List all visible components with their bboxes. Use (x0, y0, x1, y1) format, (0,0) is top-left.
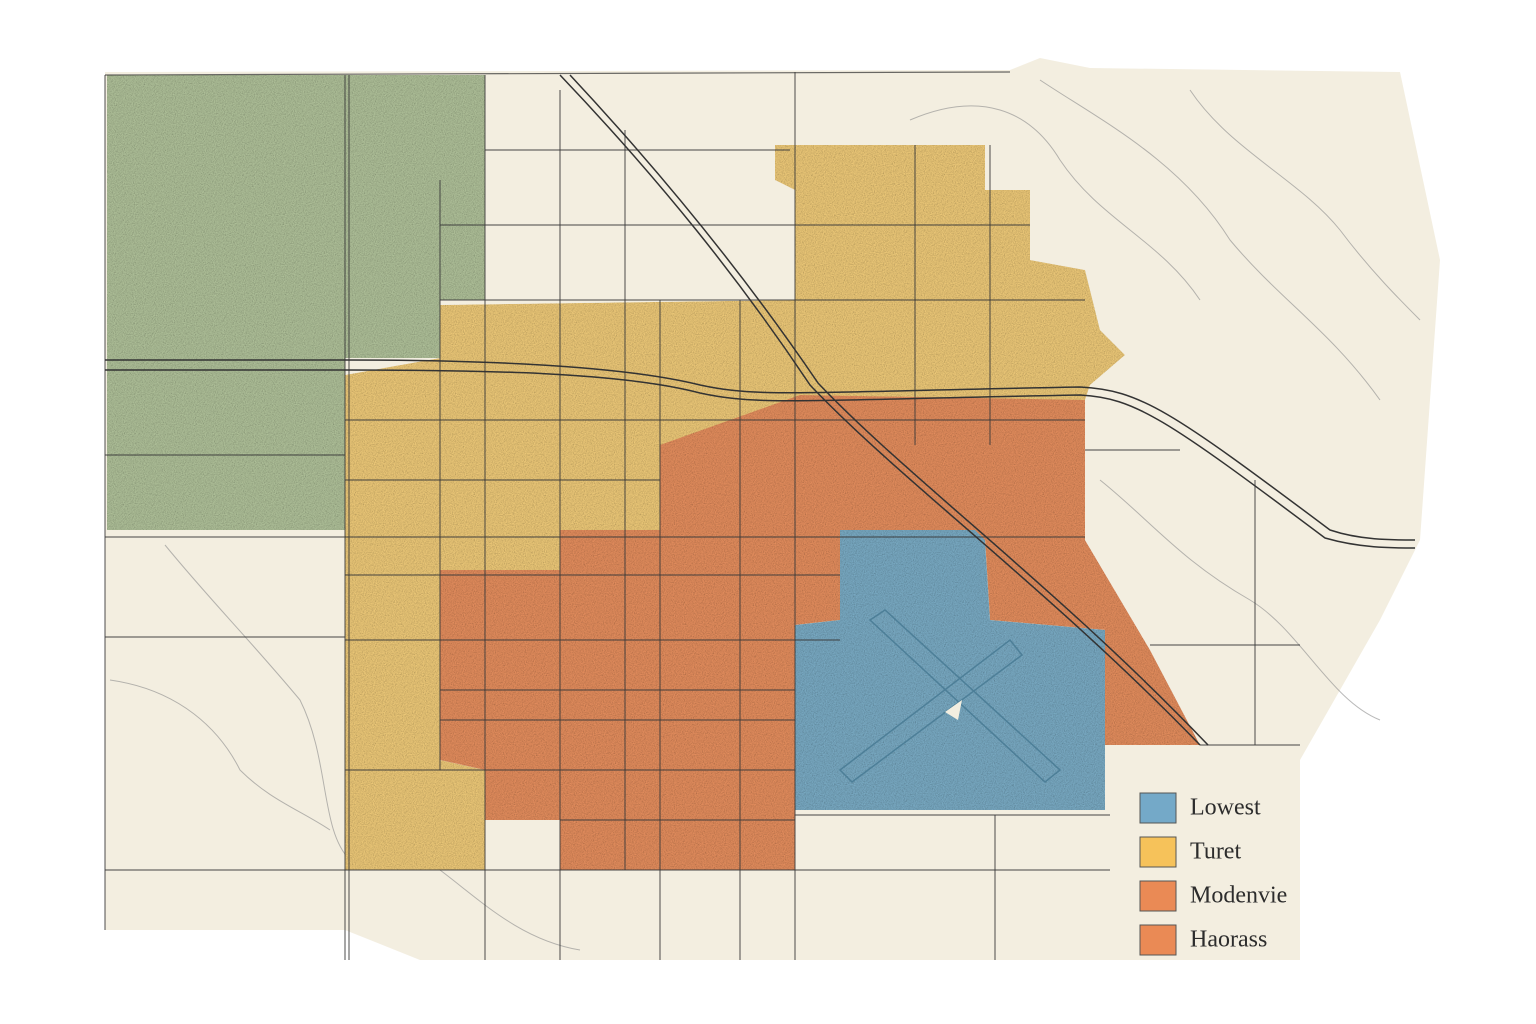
legend-swatch (1139, 836, 1177, 868)
zone-green (107, 75, 485, 530)
hill-lines (109, 79, 1421, 951)
zone-orange (440, 395, 1200, 870)
highway (105, 359, 1416, 549)
legend-swatch (1139, 880, 1177, 912)
legend-label: Lowest (1190, 795, 1261, 821)
legend-label: Turet (1190, 839, 1241, 865)
legend-label: Haorass (1190, 927, 1267, 953)
runways (838, 609, 1062, 783)
railway (559, 74, 1209, 746)
zone-yellow (345, 145, 1125, 870)
legend-label: Modenvie (1190, 883, 1287, 909)
legend-swatch (1139, 792, 1177, 824)
street-grid (104, 71, 1300, 960)
legend-swatch (1139, 924, 1177, 956)
legend: Lowest Turet Modenvie Haorass (1139, 792, 1287, 956)
